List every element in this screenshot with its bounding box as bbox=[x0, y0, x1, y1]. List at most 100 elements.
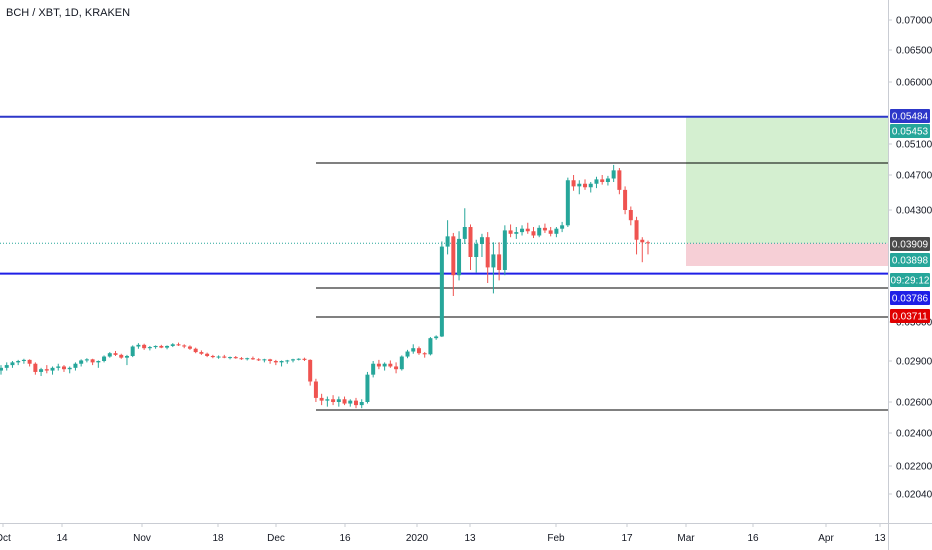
candle bbox=[193, 347, 198, 354]
price-label-bg bbox=[890, 291, 930, 305]
candle-body bbox=[331, 399, 336, 402]
candle bbox=[525, 222, 530, 234]
horizontal-levels[interactable] bbox=[0, 115, 888, 411]
price-tick-label: 0.06500 bbox=[896, 46, 932, 57]
candle bbox=[348, 399, 353, 407]
candle-body bbox=[342, 399, 347, 404]
candle bbox=[199, 350, 204, 355]
candle bbox=[210, 354, 215, 359]
candle-body bbox=[416, 348, 421, 354]
candle bbox=[239, 357, 244, 360]
candle bbox=[520, 225, 525, 236]
price-label-text: 0.03786 bbox=[892, 294, 929, 305]
candle bbox=[44, 365, 49, 374]
candle-body bbox=[628, 210, 633, 221]
candle bbox=[646, 240, 650, 255]
candle-body bbox=[468, 227, 473, 257]
candle-body bbox=[571, 180, 576, 187]
candle bbox=[268, 358, 273, 364]
candle-body bbox=[411, 348, 416, 352]
candle-body bbox=[479, 237, 484, 244]
time-tick-label: 16 bbox=[339, 533, 351, 544]
candle-body bbox=[399, 356, 404, 370]
candle bbox=[382, 362, 387, 371]
candle bbox=[291, 358, 296, 363]
candle-body bbox=[336, 399, 341, 402]
price-label-text: 0.03711 bbox=[892, 312, 928, 323]
candle-body bbox=[199, 352, 204, 354]
candle-body bbox=[474, 244, 479, 257]
candle bbox=[233, 355, 238, 359]
candle bbox=[439, 241, 444, 338]
candle bbox=[342, 396, 347, 406]
price-tick-label: 0.05100 bbox=[896, 140, 932, 151]
candle-body bbox=[554, 228, 559, 234]
candle bbox=[479, 233, 484, 257]
price-axis[interactable]: 0.07000 0.06500 0.06000 0.05100 0.04700 0.043… bbox=[888, 16, 932, 501]
time-tick-label: Nov bbox=[133, 533, 151, 544]
time-axis[interactable]: Oct 14 Nov 18 Dec 16 2020 13 Feb 17 Mar 16 Apr 13 bbox=[0, 523, 886, 544]
candle bbox=[634, 216, 639, 255]
candle bbox=[256, 358, 261, 361]
time-tick-label: 13 bbox=[874, 533, 886, 544]
candle-body bbox=[4, 365, 9, 368]
price-label-badge: 0.03711 bbox=[890, 309, 930, 323]
candle bbox=[502, 225, 507, 276]
candle bbox=[514, 227, 519, 239]
candle-body bbox=[451, 236, 456, 276]
candle bbox=[170, 343, 175, 348]
candle-body bbox=[388, 363, 393, 367]
candle bbox=[623, 186, 628, 215]
profit-zone[interactable] bbox=[686, 116, 888, 244]
candle-body bbox=[325, 399, 330, 401]
candle-body bbox=[124, 355, 129, 358]
price-labels: 0.05484 0.05453 0.03909 0.03898 09:29:12 0.03… bbox=[890, 109, 930, 323]
candle-body bbox=[525, 228, 530, 232]
candle bbox=[21, 358, 26, 364]
candle bbox=[222, 354, 227, 359]
candle-body bbox=[600, 179, 605, 182]
candle-body bbox=[233, 357, 238, 359]
candle bbox=[56, 363, 61, 371]
candle bbox=[605, 175, 610, 186]
candle-body bbox=[176, 344, 181, 346]
candle-body bbox=[548, 230, 553, 234]
candle bbox=[399, 355, 404, 371]
candle-body bbox=[359, 402, 364, 406]
loss-zone[interactable] bbox=[686, 243, 888, 266]
candle-body bbox=[73, 363, 78, 368]
candle bbox=[640, 237, 645, 263]
candle bbox=[445, 220, 450, 255]
candle-body bbox=[542, 227, 547, 231]
candle bbox=[416, 346, 421, 355]
candle-body bbox=[508, 230, 513, 234]
candle-body bbox=[239, 358, 244, 360]
candle-body bbox=[560, 225, 565, 229]
price-label-text: 09:29:12 bbox=[891, 276, 930, 287]
candle bbox=[474, 239, 479, 273]
candle-body bbox=[514, 232, 519, 234]
candle-body bbox=[250, 358, 255, 360]
candle bbox=[491, 242, 496, 294]
candle bbox=[4, 362, 9, 371]
price-tick-label: 0.04300 bbox=[896, 206, 932, 217]
candle-body bbox=[50, 367, 55, 371]
candle bbox=[107, 352, 112, 358]
candle bbox=[554, 227, 559, 238]
candle-body bbox=[462, 227, 467, 239]
position-tool[interactable] bbox=[686, 116, 888, 266]
candle bbox=[96, 360, 101, 368]
candle-body bbox=[256, 359, 261, 361]
time-tick-label: 13 bbox=[464, 533, 476, 544]
candle bbox=[16, 359, 21, 366]
candle-body bbox=[502, 230, 507, 270]
candle-body bbox=[119, 354, 124, 358]
candle-body bbox=[531, 231, 536, 236]
candle-body bbox=[445, 236, 450, 247]
candle-body bbox=[67, 367, 72, 370]
candle-body bbox=[617, 170, 622, 190]
candle bbox=[84, 358, 89, 363]
time-tick-label: Dec bbox=[267, 533, 285, 544]
candle bbox=[10, 361, 15, 368]
